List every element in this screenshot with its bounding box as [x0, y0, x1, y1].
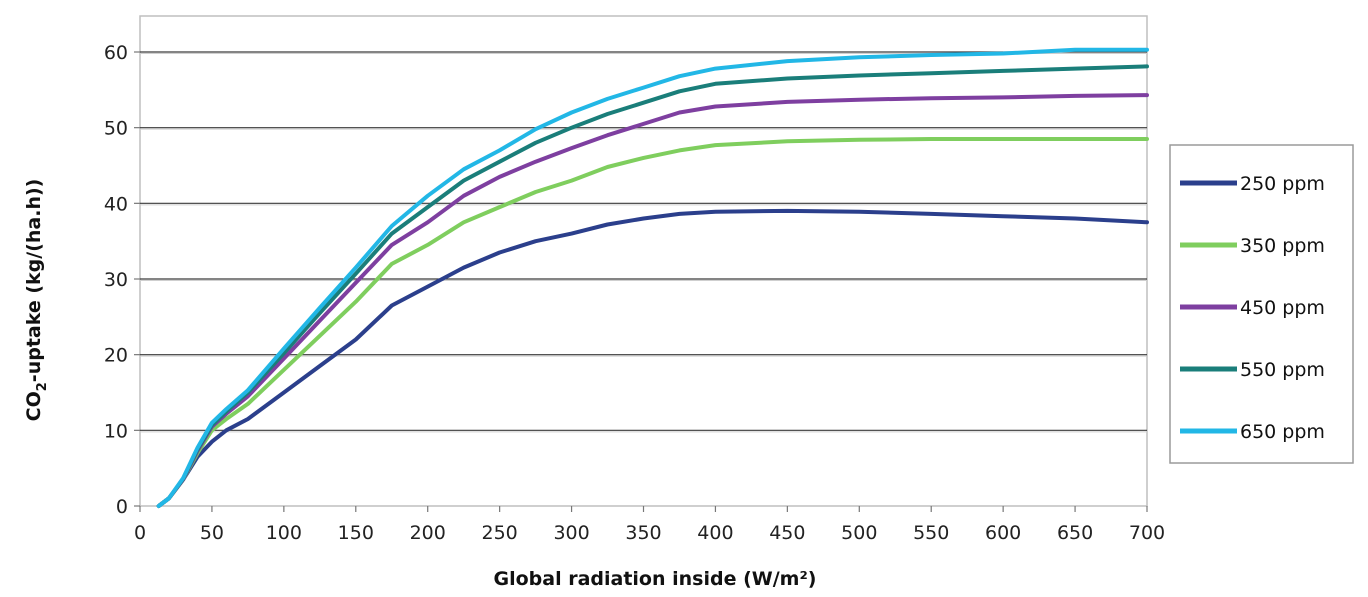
x-tick-label: 500	[841, 522, 877, 544]
series-line-350-ppm	[156, 137, 1149, 508]
x-tick-label: 650	[1057, 522, 1093, 544]
x-tick-label: 700	[1129, 522, 1165, 544]
x-tick-label: 150	[338, 522, 374, 544]
y-tick-label: 60	[104, 42, 128, 64]
y-tick-label: 30	[104, 269, 128, 291]
x-tick-label: 600	[985, 522, 1021, 544]
y-tick-label: 20	[104, 345, 128, 367]
legend-label: 250 ppm	[1240, 173, 1325, 195]
y-axis-title-rest: -uptake (kg/(ha.h))	[23, 179, 45, 383]
y-axis-ticks: 0 10 20 30 40 50 60	[104, 42, 140, 518]
series-line-250-ppm	[156, 208, 1149, 508]
x-tick-label: 200	[410, 522, 446, 544]
y-tick-label: 0	[116, 496, 128, 518]
x-tick-label: 100	[266, 522, 302, 544]
x-tick-label: 0	[134, 522, 146, 544]
legend: 250 ppm 350 ppm 450 ppm 550 ppm 650 ppm	[1180, 173, 1325, 443]
series-line-650-ppm	[156, 47, 1149, 508]
legend-label: 550 ppm	[1240, 359, 1325, 381]
y-axis-title: CO2-uptake (kg/(ha.h))	[23, 179, 50, 422]
x-tick-label: 400	[697, 522, 733, 544]
y-axis-title-co: CO	[23, 391, 45, 421]
x-tick-label: 250	[482, 522, 518, 544]
x-axis-ticks: 0 50 100 150 200 250 300 350 400 450 500 550 600 650 7…	[134, 506, 1165, 544]
x-tick-label: 300	[553, 522, 589, 544]
x-tick-label: 50	[200, 522, 224, 544]
x-tick-label: 350	[625, 522, 661, 544]
y-axis-title-subscript: 2	[35, 382, 50, 391]
legend-label: 450 ppm	[1240, 297, 1325, 319]
y-tick-label: 40	[104, 193, 128, 215]
series-lines	[156, 47, 1149, 508]
x-tick-label: 550	[913, 522, 949, 544]
y-tick-label: 50	[104, 118, 128, 140]
legend-label: 650 ppm	[1240, 421, 1325, 443]
legend-box	[1169, 144, 1354, 464]
y-tick-label: 10	[104, 420, 128, 442]
legend-label: 350 ppm	[1240, 235, 1325, 257]
x-axis-title: Global radiation inside (W/m²)	[494, 568, 817, 590]
x-tick-label: 450	[769, 522, 805, 544]
